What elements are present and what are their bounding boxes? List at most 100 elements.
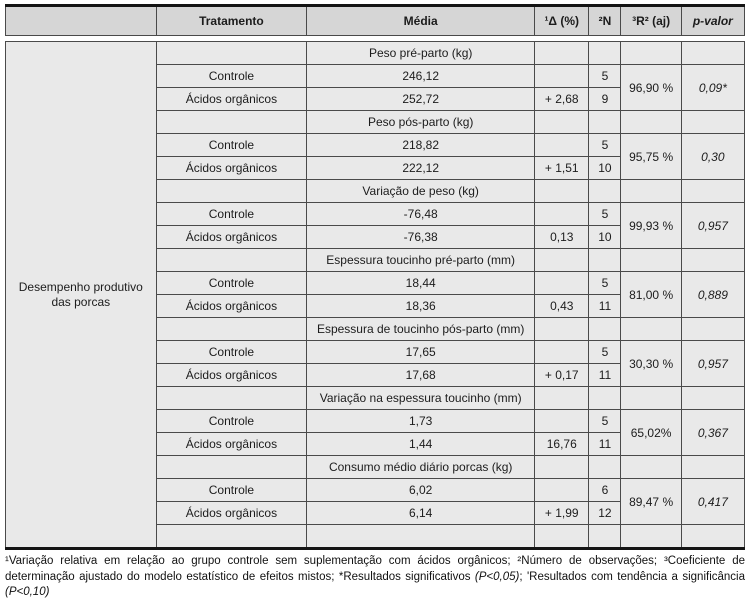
pvalue-cell: 0,30	[680, 133, 746, 180]
footnote-italic-2: (P<0,10)	[5, 586, 50, 599]
empty-cell	[534, 455, 590, 479]
treatment-cell: Controle	[155, 409, 308, 433]
footnote: ¹Variação relativa em relação ao grupo c…	[5, 554, 745, 601]
n-cell: 11	[588, 363, 622, 387]
section-title-cell: Espessura toucinho pré-parto (mm)	[306, 248, 536, 272]
empty-cell	[534, 110, 590, 134]
group-cell: Desempenho produtivo das porcas	[5, 41, 157, 549]
delta-cell: + 1,99	[534, 501, 590, 525]
n-cell: 11	[588, 432, 622, 456]
media-cell: 17,65	[306, 340, 536, 364]
n-cell: 5	[588, 202, 622, 226]
r2-cell: 65,02%	[620, 409, 682, 456]
pvalue-cell: 0,957	[680, 340, 746, 387]
empty-cell	[534, 179, 590, 203]
table-header-row: Tratamento Média ¹Δ (%) ²N ³R² (aj) p-va…	[5, 5, 746, 36]
empty-cell	[155, 41, 308, 65]
pvalue-cell: 0,367	[680, 409, 746, 456]
delta-cell	[534, 202, 590, 226]
empty-cell	[680, 317, 746, 341]
pvalue-cell: 0,889	[680, 271, 746, 318]
trailing-empty-row	[6, 524, 746, 549]
treatment-cell: Controle	[155, 64, 308, 88]
treatment-cell: Controle	[155, 271, 308, 295]
header-media: Média	[306, 5, 536, 36]
delta-cell	[534, 340, 590, 364]
treatment-cell: Controle	[155, 202, 308, 226]
n-cell: 10	[588, 225, 622, 249]
section-title-row: Desempenho produtivo das porcas Peso pré…	[5, 41, 746, 549]
empty-cell	[588, 524, 622, 549]
n-cell: 5	[588, 271, 622, 295]
section-title-row: Espessura toucinho pré-parto (mm)	[6, 248, 746, 272]
treatment-cell: Ácidos orgânicos	[155, 501, 308, 525]
empty-cell	[588, 41, 622, 65]
section-title-cell: Variação na espessura toucinho (mm)	[306, 386, 536, 410]
table-row: Controle 6,02 6 89,47 % 0,417	[6, 478, 746, 525]
empty-cell	[155, 110, 308, 134]
media-cell: 1,73	[306, 409, 536, 433]
treatment-cell: Ácidos orgânicos	[155, 225, 308, 249]
section-title-cell: Peso pós-parto (kg)	[306, 110, 536, 134]
media-cell: -76,38	[306, 225, 536, 249]
footnote-text-2: ; 'Resultados com tendência a significân…	[519, 570, 745, 583]
treatment-cell: Controle	[155, 340, 308, 364]
table-row: Ácidos orgânicos -76,38 0,13 10	[6, 225, 745, 249]
media-cell: 222,12	[306, 156, 536, 180]
delta-cell: 0,13	[534, 225, 590, 249]
empty-cell	[620, 317, 682, 341]
treatment-cell: Ácidos orgânicos	[155, 156, 308, 180]
empty-cell	[680, 179, 746, 203]
table-row: Controle 18,44 5 81,00 % 0,889	[6, 271, 746, 318]
empty-cell	[680, 386, 746, 410]
media-cell: -76,48	[306, 202, 536, 226]
header-group-empty	[5, 5, 157, 36]
n-cell: 5	[588, 409, 622, 433]
n-cell: 5	[588, 64, 622, 88]
treatment-cell: Ácidos orgânicos	[155, 363, 308, 387]
empty-cell	[588, 179, 622, 203]
n-cell: 6	[588, 478, 622, 502]
treatment-cell: Ácidos orgânicos	[155, 87, 308, 111]
section-title-cell: Consumo médio diário porcas (kg)	[306, 455, 536, 479]
empty-cell	[588, 110, 622, 134]
media-cell: 1,44	[306, 432, 536, 456]
table-row: Ácidos orgânicos 252,72 + 2,68 9	[6, 87, 745, 111]
empty-cell	[620, 524, 682, 549]
empty-cell	[620, 179, 682, 203]
table-row: Ácidos orgânicos 18,36 0,43 11	[6, 294, 745, 318]
table-row: Ácidos orgânicos 222,12 + 1,51 10	[6, 156, 745, 180]
r2-cell: 99,93 %	[620, 202, 682, 249]
media-cell: 252,72	[306, 87, 536, 111]
n-cell: 11	[588, 294, 622, 318]
header-n: ²N	[588, 5, 622, 36]
results-table: Tratamento Média ¹Δ (%) ²N ³R² (aj) p-va…	[5, 4, 746, 550]
delta-cell	[534, 409, 590, 433]
header-body-gap	[5, 35, 745, 42]
empty-cell	[620, 110, 682, 134]
delta-cell: + 2,68	[534, 87, 590, 111]
delta-cell: 16,76	[534, 432, 590, 456]
media-cell: 17,68	[306, 363, 536, 387]
delta-cell	[534, 271, 590, 295]
section-title-cell: Variação de peso (kg)	[306, 179, 536, 203]
empty-cell	[588, 455, 622, 479]
footnote-text-1: ¹Variação relativa em relação ao grupo c…	[5, 555, 745, 583]
media-cell: 246,12	[306, 64, 536, 88]
n-cell: 9	[588, 87, 622, 111]
empty-cell	[588, 248, 622, 272]
delta-cell	[534, 64, 590, 88]
empty-cell	[534, 41, 590, 65]
section-title-row: Peso pós-parto (kg)	[6, 110, 746, 134]
empty-cell	[155, 524, 308, 549]
empty-cell	[680, 524, 746, 549]
table-row: Controle 17,65 5 30,30 % 0,957	[6, 340, 746, 387]
empty-cell	[155, 386, 308, 410]
section-title-cell: Espessura de toucinho pós-parto (mm)	[306, 317, 536, 341]
section-title-row: Consumo médio diário porcas (kg)	[6, 455, 746, 479]
header-r2: ³R² (aj)	[620, 5, 682, 36]
pvalue-cell: 0,957	[680, 202, 746, 249]
empty-cell	[588, 386, 622, 410]
section-title-row: Variação na espessura toucinho (mm)	[6, 386, 746, 410]
